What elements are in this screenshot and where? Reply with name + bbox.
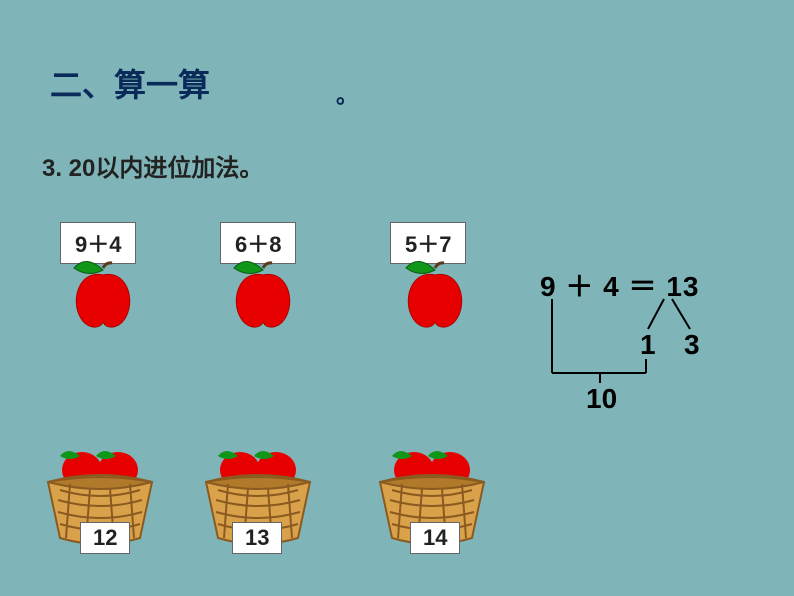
- section-title: 二、算一算: [50, 60, 210, 106]
- expr-box-1: 9＋4: [60, 222, 136, 264]
- worked-split-left: 1: [640, 329, 656, 361]
- apple-icon: [68, 260, 138, 330]
- worked-bridge-result: 10: [586, 383, 617, 415]
- worked-example: 9 ＋ 4 ＝ 13 1 3 10: [540, 265, 780, 435]
- expr-box-3: 5＋7: [390, 222, 466, 264]
- worked-split-right: 3: [684, 329, 700, 361]
- answer-box-3: 14: [410, 522, 460, 554]
- answer-box-1: 12: [80, 522, 130, 554]
- subtitle: 3. 20以内进位加法。: [42, 148, 263, 183]
- expr-box-2: 6＋8: [220, 222, 296, 264]
- apple-icon: [228, 260, 298, 330]
- apple-icon: [400, 260, 470, 330]
- answer-box-2: 13: [232, 522, 282, 554]
- title-period: 。: [336, 78, 358, 110]
